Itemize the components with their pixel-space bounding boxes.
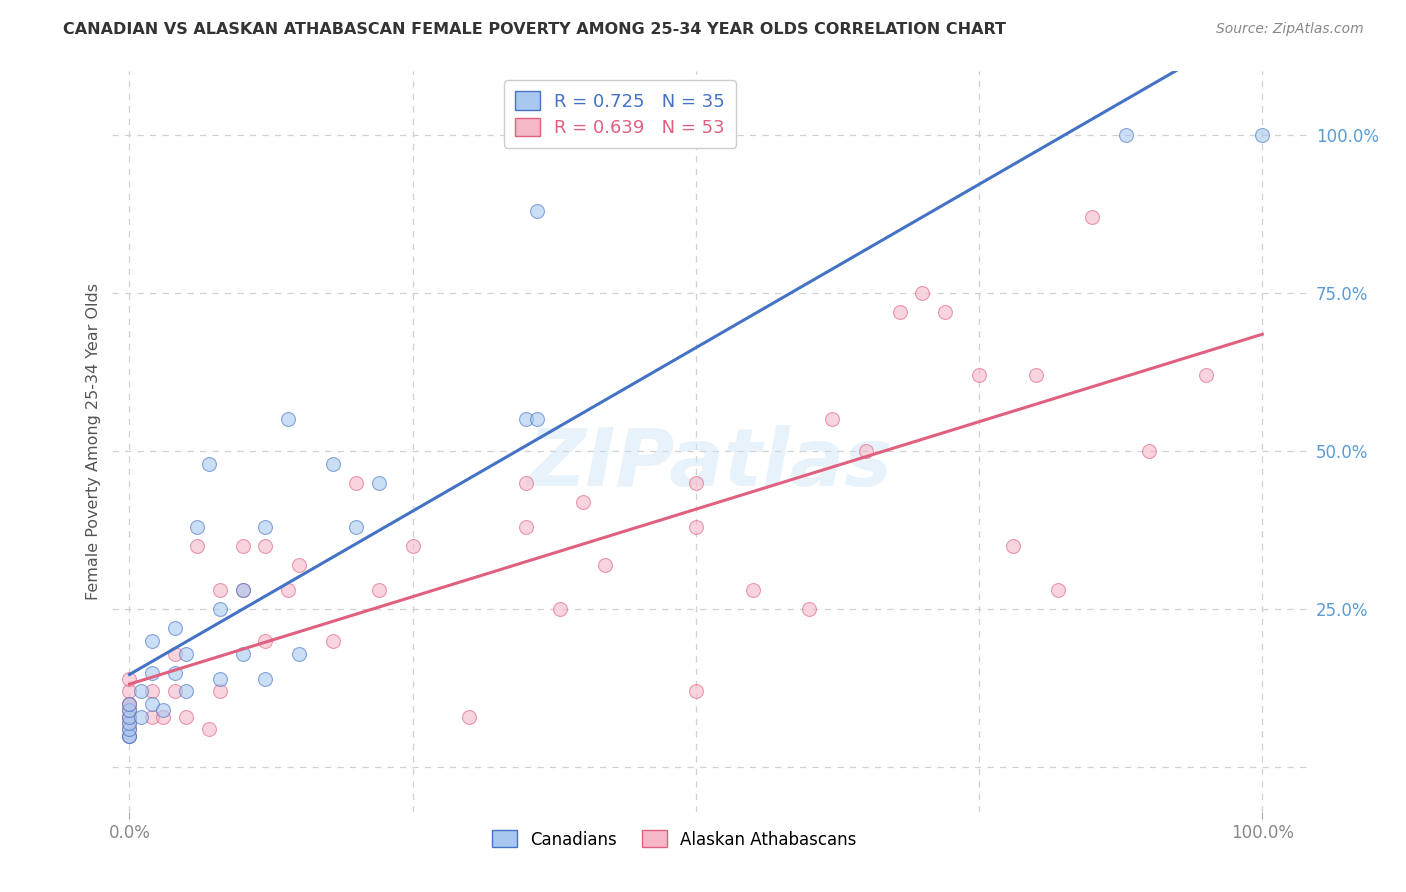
Point (118, 723, 141, 737)
Point (1115, 128, 1137, 142)
Point (209, 672, 232, 686)
Point (322, 457, 344, 471)
Point (141, 633, 163, 648)
Point (344, 475, 367, 490)
Point (277, 583, 299, 598)
Point (367, 583, 389, 598)
Point (129, 710, 152, 724)
Point (593, 558, 616, 572)
Point (322, 633, 344, 648)
Point (118, 729, 141, 743)
Text: ZIPatlas: ZIPatlas (527, 425, 893, 503)
Point (515, 412, 537, 426)
Point (209, 602, 232, 616)
Point (118, 710, 141, 724)
Point (911, 285, 934, 300)
Point (889, 305, 911, 319)
Point (288, 647, 311, 661)
Y-axis label: Female Poverty Among 25-34 Year Olds: Female Poverty Among 25-34 Year Olds (86, 283, 101, 600)
Point (277, 412, 299, 426)
Point (118, 703, 141, 717)
Point (141, 684, 163, 698)
Point (232, 647, 254, 661)
Point (118, 729, 141, 743)
Point (367, 475, 389, 490)
Point (526, 203, 548, 218)
Point (1251, 128, 1274, 142)
Legend: Canadians, Alaskan Athabascans: Canadians, Alaskan Athabascans (485, 823, 863, 855)
Point (797, 602, 820, 616)
Point (118, 723, 141, 737)
Point (254, 633, 277, 648)
Point (118, 672, 141, 686)
Text: CANADIAN VS ALASKAN ATHABASCAN FEMALE POVERTY AMONG 25-34 YEAR OLDS CORRELATION : CANADIAN VS ALASKAN ATHABASCAN FEMALE PO… (63, 22, 1007, 37)
Point (515, 475, 537, 490)
Point (526, 412, 548, 426)
Point (152, 710, 174, 724)
Point (118, 697, 141, 711)
Point (685, 475, 707, 490)
Point (821, 412, 844, 426)
Point (254, 672, 277, 686)
Point (1002, 539, 1025, 553)
Point (186, 539, 208, 553)
Point (288, 558, 311, 572)
Point (232, 539, 254, 553)
Point (118, 716, 141, 731)
Point (141, 697, 163, 711)
Point (118, 716, 141, 731)
Point (232, 583, 254, 598)
Point (209, 583, 232, 598)
Point (254, 520, 277, 534)
Point (254, 539, 277, 553)
Point (685, 684, 707, 698)
Point (163, 665, 186, 680)
Point (1081, 210, 1104, 224)
Point (548, 602, 571, 616)
Point (967, 368, 990, 383)
Point (741, 583, 763, 598)
Point (118, 710, 141, 724)
Point (141, 665, 163, 680)
Point (197, 723, 219, 737)
Point (118, 697, 141, 711)
Point (118, 729, 141, 743)
Point (855, 444, 877, 458)
Point (515, 520, 537, 534)
Point (163, 684, 186, 698)
Point (174, 684, 197, 698)
Point (118, 684, 141, 698)
Point (232, 583, 254, 598)
Point (1137, 444, 1160, 458)
Point (118, 703, 141, 717)
Point (163, 647, 186, 661)
Point (163, 621, 186, 635)
Point (571, 494, 593, 508)
Point (174, 647, 197, 661)
Point (186, 520, 208, 534)
Point (1047, 583, 1070, 598)
Point (197, 457, 219, 471)
Point (152, 703, 174, 717)
Point (344, 520, 367, 534)
Point (141, 710, 163, 724)
Point (934, 305, 956, 319)
Point (458, 710, 481, 724)
Text: Source: ZipAtlas.com: Source: ZipAtlas.com (1216, 22, 1364, 37)
Point (174, 710, 197, 724)
Point (402, 539, 425, 553)
Point (118, 710, 141, 724)
Point (685, 520, 707, 534)
Point (118, 697, 141, 711)
Point (209, 684, 232, 698)
Point (129, 684, 152, 698)
Point (1194, 368, 1216, 383)
Point (1025, 368, 1047, 383)
